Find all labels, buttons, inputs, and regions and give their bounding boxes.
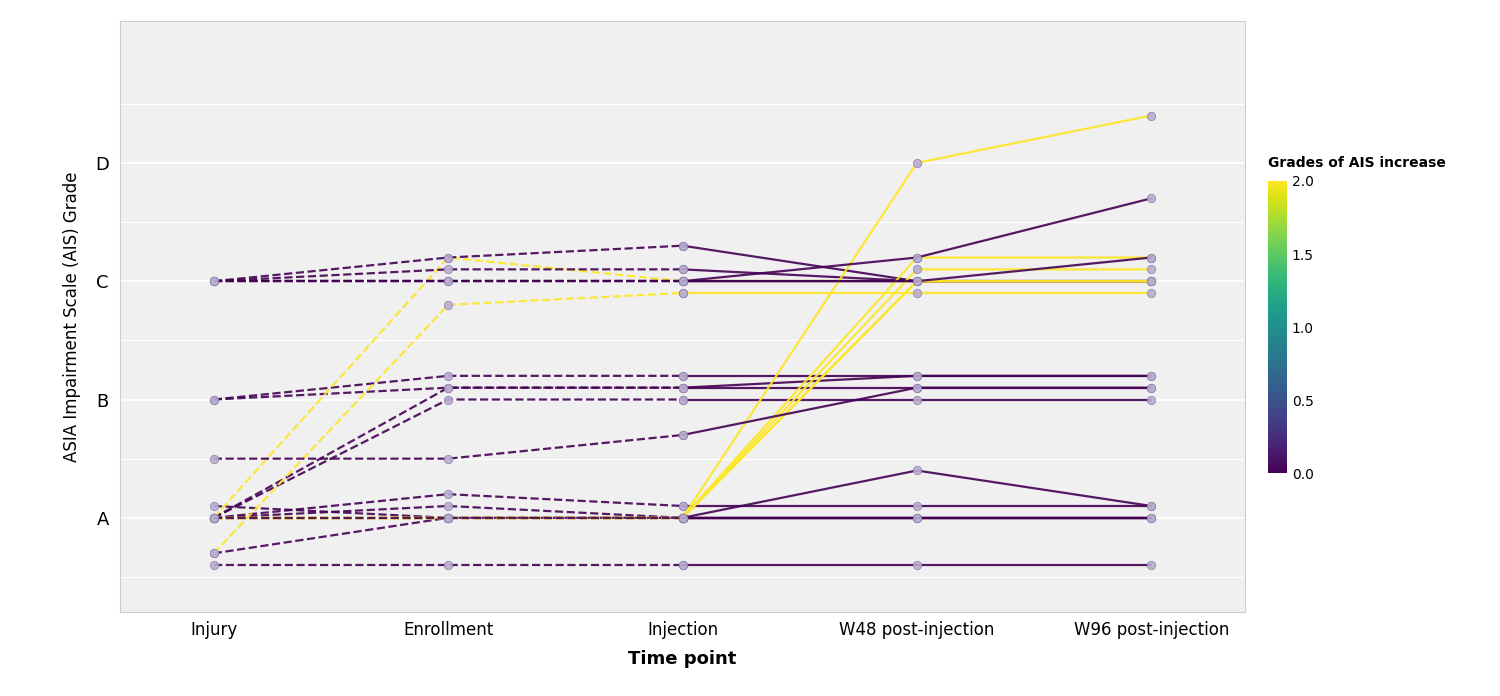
Y-axis label: ASIA Impairment Scale (AIS) Grade: ASIA Impairment Scale (AIS) Grade xyxy=(63,171,81,462)
X-axis label: Time point: Time point xyxy=(628,650,736,668)
Text: Grades of AIS increase: Grades of AIS increase xyxy=(1268,156,1446,170)
